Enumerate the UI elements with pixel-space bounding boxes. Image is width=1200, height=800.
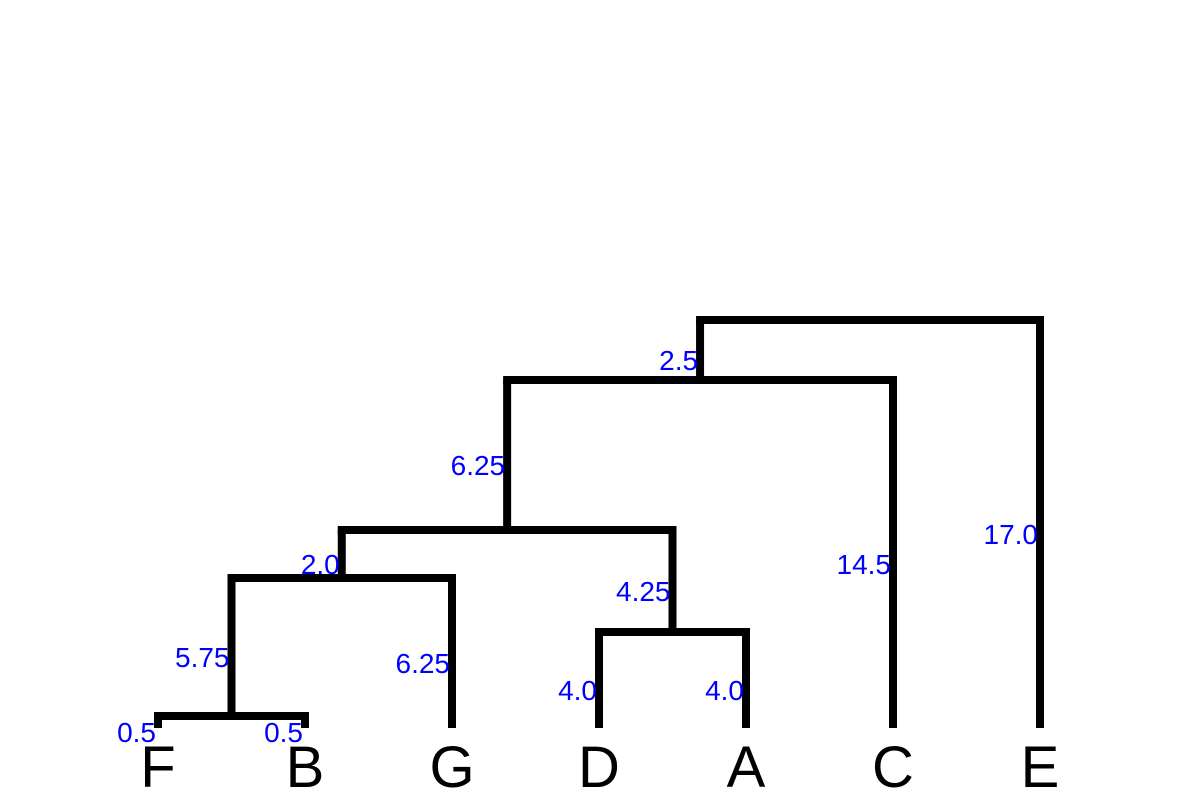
branch-length-C: 14.5 (837, 549, 892, 580)
leaf-label-D: D (578, 735, 620, 800)
leaf-label-C: C (872, 735, 914, 800)
branch-length-n3: 4.25 (616, 576, 671, 607)
branch-length-labels: 0.5 0.5 5.75 6.25 2.0 4.0 4.0 4.25 6.25 14.5 2.5 17… (117, 345, 1038, 748)
leaf-label-F: F (140, 735, 175, 800)
branch-length-n2: 2.0 (301, 549, 340, 580)
leaf-label-G: G (429, 735, 474, 800)
branch-length-n5: 2.5 (659, 345, 698, 376)
leaf-label-B: B (286, 735, 325, 800)
leaf-label-E: E (1021, 735, 1060, 800)
leaf-label-A: A (727, 735, 766, 800)
branch-length-B: 0.5 (264, 717, 303, 748)
branch-length-n1: 5.75 (175, 642, 230, 673)
branch-length-F: 0.5 (117, 717, 156, 748)
branch-length-G: 6.25 (396, 648, 451, 679)
branch-length-D: 4.0 (558, 675, 597, 706)
branches (154, 316, 1044, 728)
branch-length-E: 17.0 (984, 519, 1039, 550)
branch-length-n4: 6.25 (451, 450, 506, 481)
branch-length-A: 4.0 (705, 675, 744, 706)
